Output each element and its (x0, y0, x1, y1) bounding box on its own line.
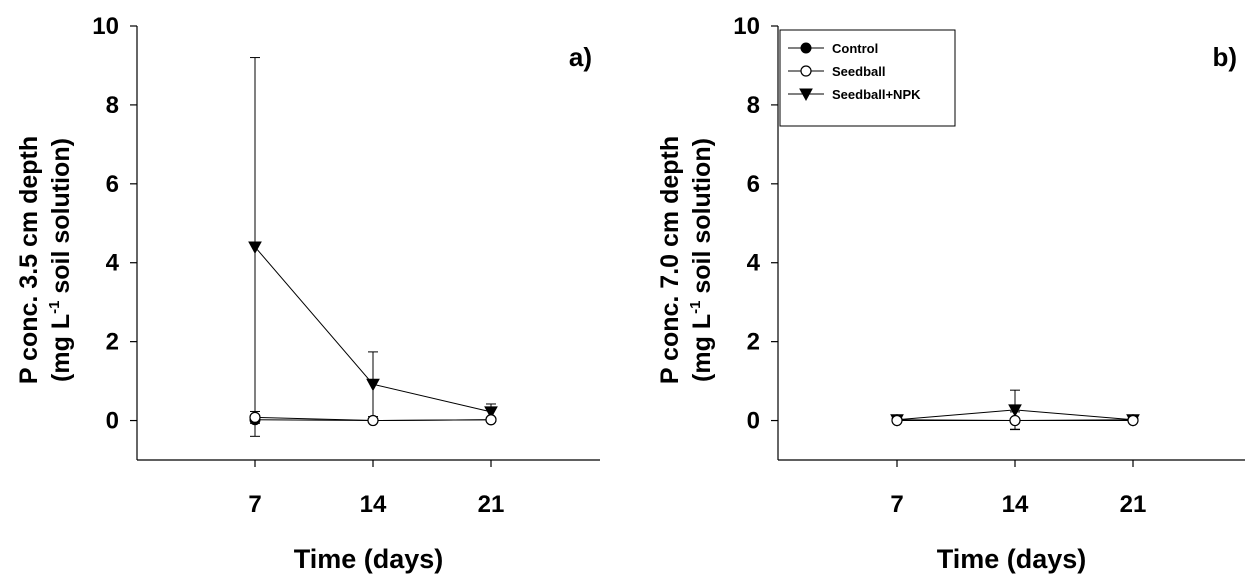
legend-marker (800, 65, 812, 77)
data-point (484, 406, 498, 419)
y-axis-label-line1: P conc. 7.0 cm depth (656, 136, 684, 384)
legend-label: Seedball (832, 64, 885, 79)
series-seedball-npk (248, 57, 498, 437)
data-point (1009, 414, 1021, 427)
chart-panel-a: 0 2 4 6 8 10 7 14 21 Time (days) P conc. 3.5 cm de… (15, 13, 600, 574)
data-point (1127, 414, 1139, 427)
y-axis-label-line2: (mg L-1 soil solution) (687, 138, 716, 382)
y-tick-label: 2 (106, 329, 119, 356)
y-axis-label-unit-post: soil solution) (47, 138, 75, 301)
data-point (249, 411, 261, 423)
y-axis-label-line2: (mg L-1 soil solution) (46, 138, 75, 382)
legend-item: Seedball (788, 64, 885, 79)
legend-item: Seedball+NPK (788, 87, 921, 102)
x-tick-label: 21 (478, 491, 505, 518)
y-tick-label: 4 (747, 250, 761, 277)
y-axis-label-unit-superscript: -1 (46, 301, 63, 314)
y-tick-label: 10 (733, 13, 760, 40)
data-point (248, 241, 262, 254)
x-tick-label: 21 (1120, 491, 1147, 518)
y-tick-label: 2 (747, 329, 760, 356)
data-point (891, 414, 903, 427)
legend-marker (799, 88, 813, 102)
y-tick-label: 10 (92, 13, 119, 40)
y-tick-label: 0 (747, 408, 760, 435)
x-axis-label: Time (days) (937, 544, 1087, 574)
series-seedball (891, 411, 1139, 430)
x-tick-label: 14 (360, 491, 387, 518)
panel-label: a) (569, 42, 592, 72)
x-tick-label: 14 (1002, 491, 1029, 518)
legend-label: Seedball+NPK (832, 87, 921, 102)
legend-item: Control (788, 41, 878, 56)
x-tick-label: 7 (248, 491, 261, 518)
y-tick-label: 8 (106, 92, 119, 119)
y-axis-label-unit-superscript: -1 (687, 301, 704, 314)
legend-marker (800, 42, 812, 54)
y-axis-label-unit-pre: (mg L (688, 314, 716, 382)
y-tick-label: 6 (106, 171, 119, 198)
data-point (485, 414, 497, 426)
legend: Control Seedball Seedball+NPK (779, 29, 956, 127)
panel-label: b) (1212, 42, 1237, 72)
legend-label: Control (832, 41, 878, 56)
series-seedball (249, 410, 497, 427)
x-tick-label: 7 (890, 491, 903, 518)
y-axis-label-unit-post: soil solution) (688, 138, 716, 301)
y-tick-label: 6 (747, 171, 760, 198)
x-axis-label: Time (days) (294, 544, 444, 574)
y-tick-label: 4 (106, 250, 120, 277)
y-tick-label: 0 (106, 408, 119, 435)
data-point (366, 378, 380, 392)
y-tick-label: 8 (747, 92, 760, 119)
data-point (367, 414, 379, 427)
y-axis-label-line1: P conc. 3.5 cm depth (15, 136, 43, 384)
data-point (1008, 404, 1022, 417)
chart-panel-b: 0 2 4 6 8 10 7 14 21 Time (days) P conc. 7.0 cm de… (656, 13, 1245, 574)
y-axis-label-unit-pre: (mg L (47, 314, 75, 382)
